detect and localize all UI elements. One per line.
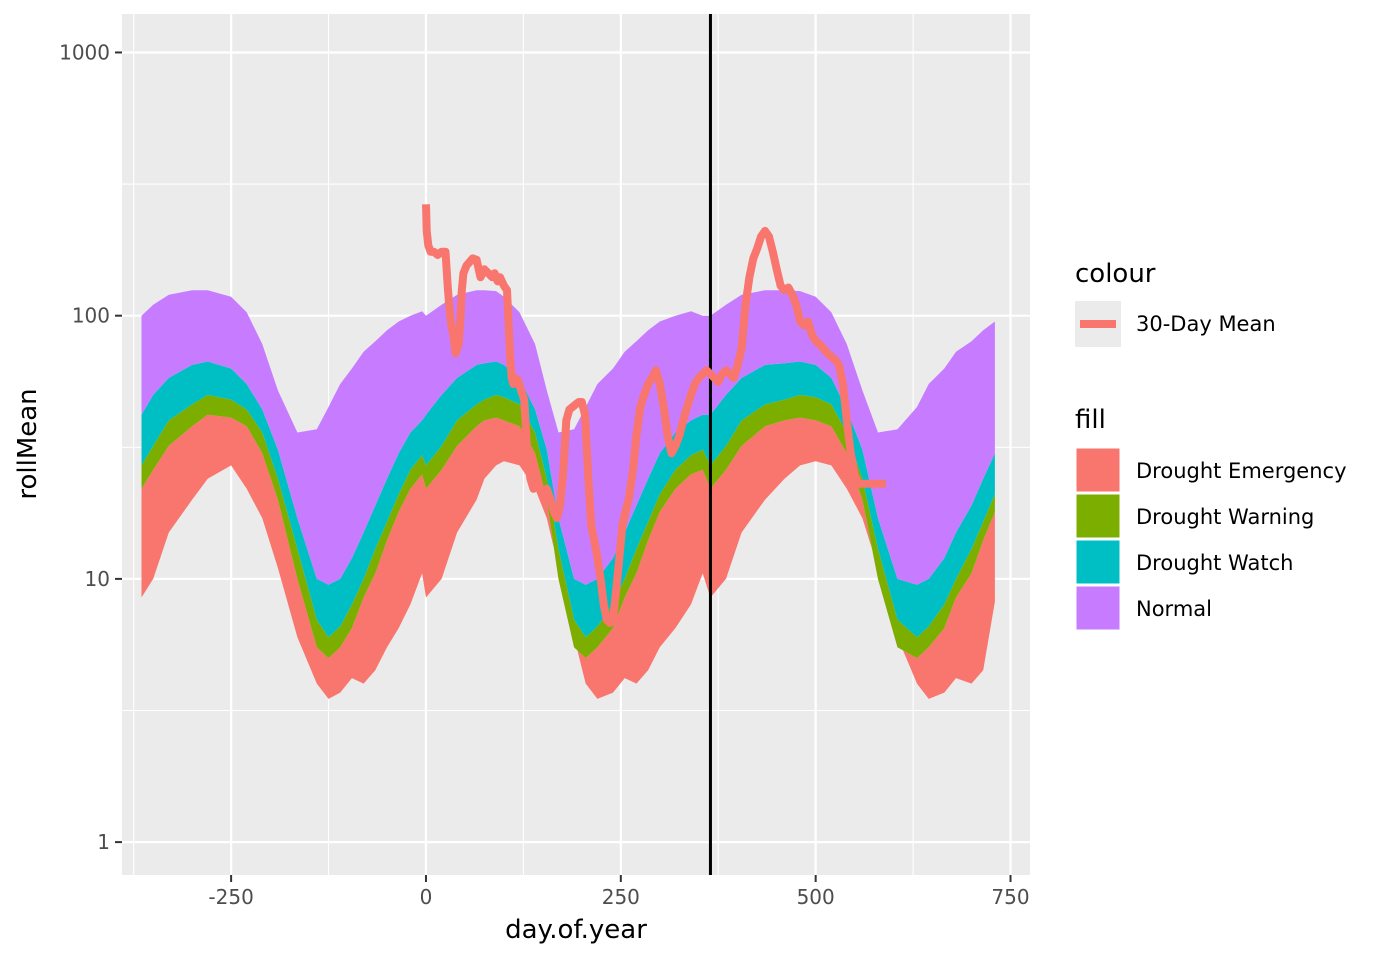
x-tick-label: -250 bbox=[208, 885, 253, 909]
legend-swatch-drought-warning bbox=[1075, 493, 1121, 539]
x-tick-label: 250 bbox=[602, 885, 640, 909]
legend-label-drought-watch: Drought Watch bbox=[1136, 551, 1293, 575]
x-tick-label: 750 bbox=[991, 885, 1029, 909]
y-axis: 1 10 100 1000 bbox=[59, 40, 122, 854]
legend-colour-label: 30-Day Mean bbox=[1136, 312, 1276, 336]
legend-fill-title: fill bbox=[1075, 405, 1106, 435]
series-line-30-day-mean bbox=[422, 204, 886, 627]
x-axis: -250 0 250 500 750 bbox=[208, 875, 1030, 909]
y-tick-label: 1 bbox=[97, 830, 110, 854]
y-tick-label: 10 bbox=[85, 567, 110, 591]
y-tick-label: 100 bbox=[72, 304, 110, 328]
legend-swatch-drought-emergency bbox=[1075, 447, 1121, 493]
y-axis-title: rollMean bbox=[13, 388, 43, 499]
band-drought-warning bbox=[141, 394, 995, 659]
legend-label-normal: Normal bbox=[1136, 597, 1212, 621]
legend-colour-title: colour bbox=[1075, 259, 1156, 289]
y-tick-label: 1000 bbox=[59, 40, 110, 64]
band-drought-watch bbox=[141, 361, 995, 638]
legend-swatch-normal bbox=[1075, 585, 1121, 631]
series-lines bbox=[422, 204, 886, 627]
x-axis-title: day.of.year bbox=[505, 915, 647, 945]
legend: colour 30-Day Mean fill Drought Emergenc… bbox=[1075, 259, 1347, 631]
legend-label-drought-warning: Drought Warning bbox=[1136, 505, 1314, 529]
legend-swatch-drought-watch bbox=[1075, 539, 1121, 585]
band-drought-emergency bbox=[141, 414, 995, 699]
x-tick-label: 0 bbox=[420, 885, 433, 909]
x-tick-label: 500 bbox=[797, 885, 835, 909]
legend-label-drought-emergency: Drought Emergency bbox=[1136, 459, 1347, 483]
